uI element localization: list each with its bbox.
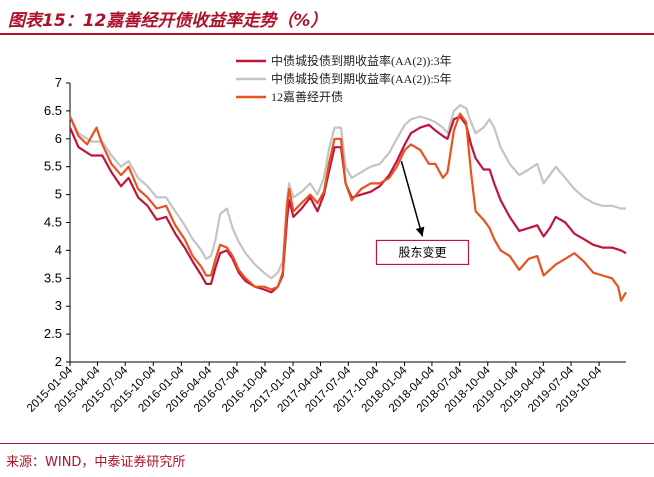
- series-line-1: [69, 104, 626, 280]
- y-tick-label: 4: [55, 242, 62, 257]
- chart-series-lines: [68, 104, 627, 302]
- y-tick-label: 2.5: [44, 326, 62, 341]
- y-tick-label: 5: [55, 187, 62, 202]
- chart-annotation: 股东变更: [375, 160, 470, 266]
- source-note: 来源：WIND，中泰证券研究所: [6, 455, 186, 470]
- annotation-arrow-head: [415, 226, 425, 237]
- y-tick-label: 3: [55, 298, 62, 313]
- legend-label-2: 12嘉善经开债: [271, 89, 343, 104]
- series-line-2: [68, 112, 627, 302]
- x-axis-ticks: 2015-01-042015-04-042015-07-042015-10-04…: [25, 362, 605, 415]
- annotation-box: [375, 239, 470, 266]
- title-bar: 图表15：12嘉善经开债收益率走势（%）: [0, 0, 654, 35]
- annotation-label: 股东变更: [398, 244, 446, 259]
- chart-axes: [69, 83, 626, 363]
- legend-label-0: 中债城投债到期收益率(AA(2)):3年: [271, 53, 452, 68]
- y-tick-label: 7: [55, 75, 62, 90]
- figure-title: 图表15：12嘉善经开债收益率走势（%）: [8, 11, 328, 31]
- y-tick-label: 2: [55, 354, 62, 369]
- y-tick-label: 3.5: [44, 270, 62, 285]
- y-tick-label: 5.5: [44, 159, 62, 174]
- yield-line-chart: 2 2.5 3 3.5 4 4.5 5 5.5 6 6.5 7 2015-01-042015-04-…: [25, 53, 627, 415]
- y-axis-ticks: 2 2.5 3 3.5 4 4.5 5 5.5 6 6.5 7: [44, 75, 70, 369]
- y-tick-label: 6.5: [44, 103, 62, 118]
- title-divider: [0, 33, 654, 35]
- y-tick-label: 6: [55, 131, 62, 146]
- chart-legend: 中债城投债到期收益率(AA(2)):3年中债城投债到期收益率(AA(2)):5年…: [236, 53, 452, 104]
- legend-label-1: 中债城投债到期收益率(AA(2)):5年: [271, 71, 452, 86]
- annotation-arrow-line: [400, 160, 424, 237]
- source-divider: [0, 443, 654, 444]
- y-tick-label: 4.5: [44, 215, 62, 230]
